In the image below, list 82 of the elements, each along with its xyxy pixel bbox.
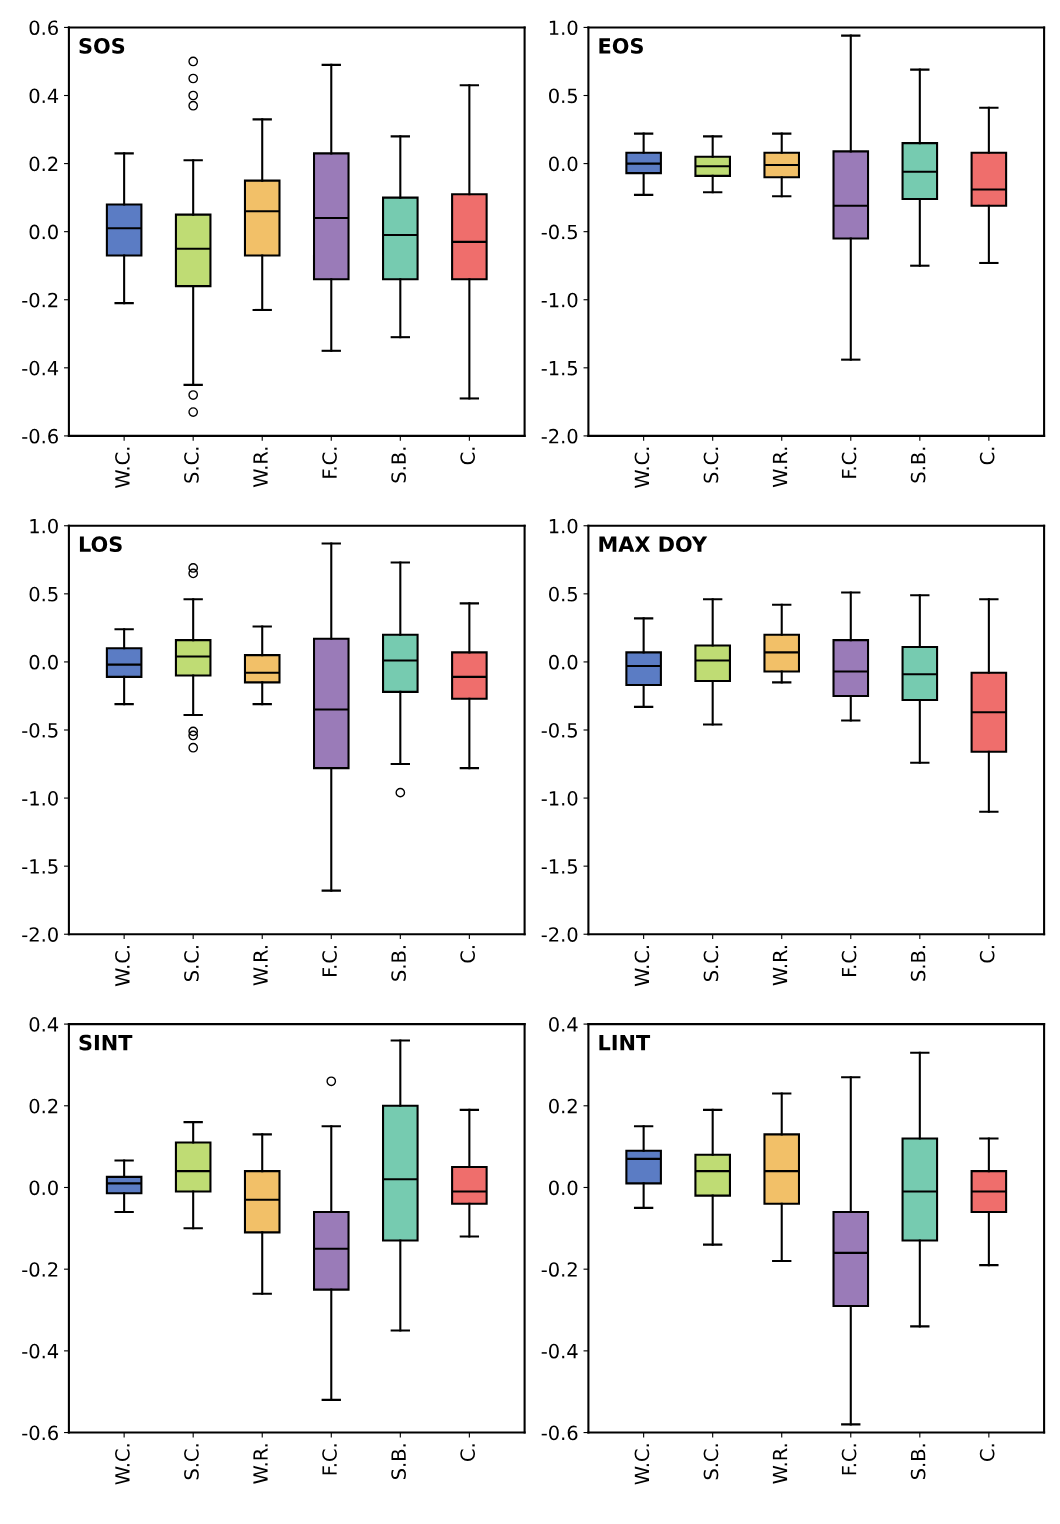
- y-tick-label: -0.2: [22, 1262, 58, 1277]
- chart-title: LOS: [79, 536, 122, 553]
- y-tick-label: 0.0: [549, 654, 578, 670]
- y-tick-label: -0.5: [541, 224, 577, 240]
- y-tick-label: 0.2: [29, 1098, 58, 1114]
- x-tick-label: C.: [979, 447, 995, 465]
- y-tick-label: -1.5: [541, 361, 577, 376]
- y-tick-label: -0.6: [541, 1425, 578, 1441]
- x-tick-label: W.C.: [115, 1444, 130, 1485]
- chart-title: LINT: [599, 1034, 651, 1051]
- x-tick-label: W.R.: [253, 1444, 268, 1484]
- x-tick-label: W.R.: [253, 946, 268, 986]
- chart-title: SINT: [79, 1034, 133, 1051]
- x-tick-label: W.C.: [634, 946, 650, 987]
- x-tick-label: W.C.: [115, 946, 130, 987]
- x-tick-label: S.B.: [391, 946, 406, 981]
- y-tick-label: 0.0: [549, 156, 578, 172]
- y-tick-label: 0.6: [29, 20, 58, 36]
- y-tick-label: -0.6: [22, 1425, 58, 1441]
- x-tick-label: S.C.: [184, 1444, 199, 1480]
- x-tick-label: S.B.: [910, 946, 926, 981]
- x-tick-label: W.R.: [772, 946, 788, 986]
- y-tick-label: 0.0: [29, 224, 58, 240]
- y-tick-label: -0.2: [541, 1262, 577, 1277]
- x-tick-label: C.: [979, 1444, 995, 1461]
- x-tick-label: S.B.: [391, 1444, 406, 1480]
- x-tick-label: S.C.: [703, 946, 719, 981]
- y-tick-label: -0.2: [22, 292, 58, 308]
- x-tick-label: F.C.: [841, 946, 857, 977]
- y-tick-label: -1.0: [541, 292, 578, 308]
- x-tick-label: W.R.: [772, 447, 788, 488]
- x-tick-label: C.: [460, 946, 476, 963]
- x-tick-label: W.C.: [115, 447, 130, 488]
- x-tick-label: W.R.: [772, 1444, 788, 1484]
- y-tick-label: -0.6: [22, 428, 58, 444]
- y-tick-label: 0.0: [29, 1180, 58, 1196]
- x-tick-label: F.C.: [322, 447, 337, 478]
- y-tick-label: 0.5: [29, 586, 58, 602]
- x-tick-label: C.: [979, 946, 995, 963]
- x-tick-label: W.C.: [634, 447, 650, 488]
- y-tick-label: 1.0: [549, 20, 578, 36]
- y-tick-label: -1.0: [541, 791, 578, 806]
- y-tick-label: 0.4: [549, 1017, 578, 1032]
- y-tick-label: -2.0: [22, 927, 58, 942]
- chart-title: MAX DOY: [599, 536, 708, 553]
- x-tick-label: F.C.: [841, 1444, 857, 1475]
- x-tick-label: S.B.: [391, 447, 406, 483]
- x-tick-label: S.C.: [703, 447, 719, 483]
- x-tick-label: F.C.: [322, 1444, 337, 1475]
- y-tick-label: 0.0: [29, 654, 58, 670]
- y-tick-label: -1.5: [22, 859, 58, 874]
- y-tick-label: 0.5: [549, 88, 577, 104]
- y-tick-label: -0.4: [22, 360, 59, 376]
- x-tick-label: C.: [460, 1444, 476, 1461]
- y-tick-label: -1.5: [541, 859, 577, 874]
- x-tick-label: S.B.: [910, 447, 926, 483]
- y-tick-label: 0.4: [29, 88, 59, 104]
- y-tick-label: 1.0: [549, 518, 578, 534]
- x-tick-label: W.R.: [253, 447, 268, 488]
- x-tick-label: W.C.: [634, 1444, 650, 1485]
- y-tick-label: 0.0: [549, 1180, 578, 1196]
- x-tick-label: S.B.: [910, 1444, 926, 1480]
- chart-title: SOS: [79, 38, 125, 54]
- x-tick-label: S.C.: [184, 946, 199, 981]
- y-tick-label: 0.5: [549, 586, 577, 602]
- y-tick-label: -0.4: [541, 1343, 578, 1359]
- x-tick-label: F.C.: [841, 447, 857, 478]
- y-tick-label: -2.0: [541, 927, 578, 942]
- x-tick-label: S.C.: [184, 447, 199, 483]
- x-tick-label: F.C.: [322, 946, 337, 977]
- x-tick-label: C.: [460, 447, 476, 465]
- y-tick-label: -0.5: [541, 722, 577, 738]
- x-tick-label: S.C.: [703, 1444, 719, 1480]
- y-tick-label: -2.0: [541, 428, 578, 444]
- y-tick-label: -1.0: [22, 791, 58, 806]
- y-tick-label: 0.2: [29, 156, 58, 172]
- y-tick-label: 0.4: [29, 1017, 59, 1032]
- y-tick-label: -0.4: [22, 1343, 59, 1359]
- y-tick-label: 0.2: [549, 1098, 577, 1114]
- y-tick-label: -0.5: [22, 722, 58, 738]
- chart-title: EOS: [599, 38, 643, 54]
- y-tick-label: 1.0: [30, 518, 58, 534]
